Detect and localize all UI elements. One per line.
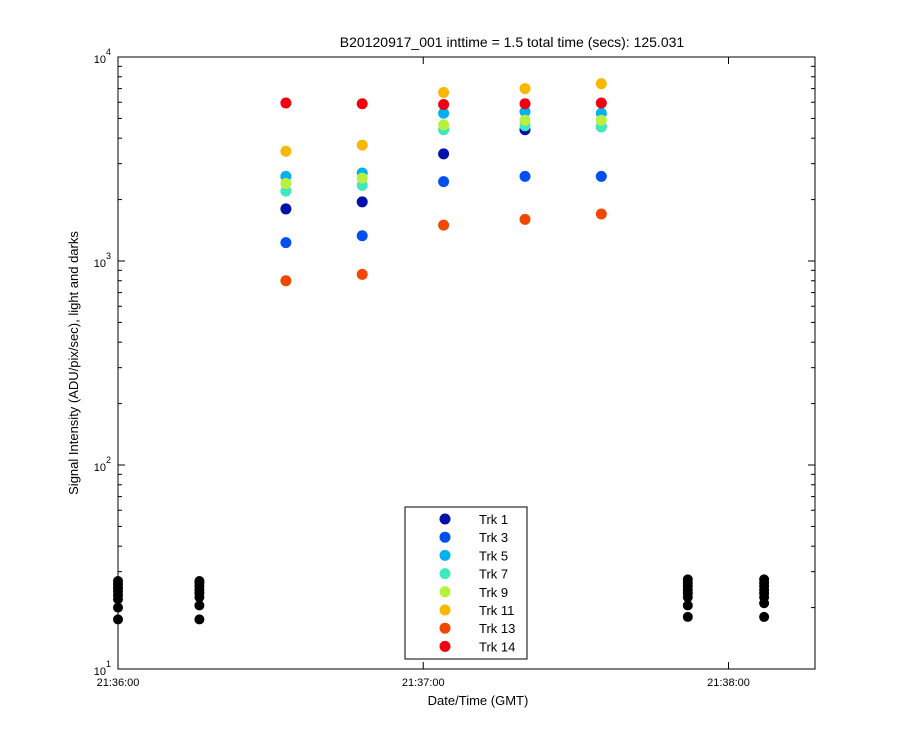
y-tick-label: 104 bbox=[94, 47, 111, 66]
data-point bbox=[438, 107, 450, 119]
y-tick-label-base: 10 bbox=[94, 54, 106, 66]
data-point bbox=[280, 203, 292, 215]
data-point bbox=[595, 208, 607, 220]
y-tick-label-exponent: 3 bbox=[106, 251, 111, 261]
x-tick-label: 21:37:00 bbox=[402, 677, 445, 689]
dark-point bbox=[682, 600, 693, 611]
chart-title: B20120917_001 inttime = 1.5 total time (… bbox=[340, 34, 685, 50]
legend-label: Trk 7 bbox=[479, 567, 508, 582]
data-point bbox=[280, 237, 292, 249]
legend-marker bbox=[439, 604, 451, 616]
legend-marker bbox=[439, 568, 451, 580]
data-point bbox=[356, 196, 368, 208]
y-tick-label-base: 10 bbox=[94, 462, 106, 474]
legend-marker bbox=[439, 513, 451, 525]
legend-label: Trk 3 bbox=[479, 530, 508, 545]
data-point bbox=[595, 114, 607, 126]
legend-item: Trk 9 bbox=[439, 585, 508, 600]
y-axis-label: Signal Intensity (ADU/pix/sec), light an… bbox=[66, 231, 81, 495]
dark-point bbox=[194, 614, 205, 625]
data-point bbox=[519, 106, 531, 118]
y-tick-label-base: 10 bbox=[94, 258, 106, 270]
y-tick-label: 103 bbox=[94, 251, 111, 270]
data-point bbox=[356, 139, 368, 151]
y-tick-label: 102 bbox=[94, 455, 111, 474]
data-point bbox=[519, 83, 531, 95]
legend-label: Trk 13 bbox=[479, 621, 515, 636]
data-point bbox=[438, 219, 450, 231]
legend-label: Trk 9 bbox=[479, 585, 508, 600]
data-point bbox=[280, 97, 292, 109]
dark-point bbox=[682, 574, 693, 585]
data-point bbox=[356, 230, 368, 242]
x-tick-label: 21:36:00 bbox=[97, 677, 140, 689]
series-trk-9 bbox=[280, 114, 607, 189]
axis-ticks bbox=[117, 57, 815, 670]
legend-label: Trk 11 bbox=[479, 603, 514, 618]
legend: Trk 1 Trk 3 Trk 5 Trk 7 Trk 9 Trk 11 Trk 13 Trk… bbox=[404, 506, 528, 660]
data-point bbox=[438, 86, 450, 98]
plot-frame bbox=[117, 56, 816, 670]
x-tick-labels: 21:36:00 21:37:00 21:38:00 bbox=[97, 677, 750, 689]
legend-label: Trk 14 bbox=[479, 639, 515, 654]
dark-point bbox=[682, 611, 693, 622]
data-point bbox=[356, 98, 368, 110]
data-point bbox=[438, 119, 450, 131]
legend-item: Trk 11 bbox=[439, 603, 514, 618]
legend-marker bbox=[439, 640, 451, 652]
legend-label: Trk 1 bbox=[479, 512, 508, 527]
dark-point bbox=[194, 600, 205, 611]
legend-item: Trk 7 bbox=[439, 567, 508, 582]
data-point bbox=[595, 78, 607, 90]
legend-label: Trk 5 bbox=[479, 548, 508, 563]
legend-item: Trk 1 bbox=[439, 512, 508, 527]
data-point bbox=[280, 185, 292, 197]
data-point bbox=[438, 148, 450, 160]
data-point bbox=[280, 177, 292, 189]
legend-marker bbox=[439, 622, 451, 634]
data-point bbox=[280, 275, 292, 287]
data-point bbox=[280, 145, 292, 157]
legend-item: Trk 3 bbox=[439, 530, 508, 545]
x-tick-label: 21:38:00 bbox=[707, 677, 750, 689]
y-tick-label-base: 10 bbox=[94, 666, 106, 678]
data-point bbox=[356, 172, 368, 184]
series-trk-11 bbox=[280, 78, 607, 157]
data-point bbox=[438, 99, 450, 111]
legend-item: Trk 14 bbox=[439, 639, 515, 654]
legend-item: Trk 5 bbox=[439, 548, 508, 563]
legend-box bbox=[404, 506, 528, 660]
series-trk-3 bbox=[280, 170, 607, 249]
dark-point bbox=[113, 576, 123, 587]
data-point bbox=[519, 213, 531, 225]
data-point bbox=[519, 170, 531, 182]
y-tick-label-exponent: 4 bbox=[106, 47, 111, 57]
y-tick-label-exponent: 2 bbox=[106, 455, 111, 465]
x-axis-label: Date/Time (GMT) bbox=[428, 693, 529, 708]
dark-point bbox=[194, 576, 205, 587]
data-point bbox=[519, 98, 531, 110]
legend-item: Trk 13 bbox=[439, 621, 515, 636]
data-point bbox=[356, 268, 368, 280]
y-tick-label: 101 bbox=[94, 659, 111, 678]
legend-marker bbox=[439, 531, 451, 543]
series-trk-13 bbox=[280, 208, 607, 287]
legend-marker bbox=[439, 586, 451, 598]
dark-point bbox=[113, 602, 123, 613]
legend-marker bbox=[439, 549, 451, 561]
dark-point bbox=[759, 574, 770, 585]
data-point bbox=[595, 170, 607, 182]
data-point bbox=[438, 176, 450, 188]
data-point bbox=[595, 97, 607, 109]
series-trk-14 bbox=[280, 97, 607, 111]
dark-point bbox=[759, 611, 770, 622]
data-point bbox=[519, 114, 531, 126]
dark-point bbox=[113, 614, 123, 625]
y-tick-label-exponent: 1 bbox=[106, 659, 111, 669]
data-points bbox=[113, 78, 770, 625]
